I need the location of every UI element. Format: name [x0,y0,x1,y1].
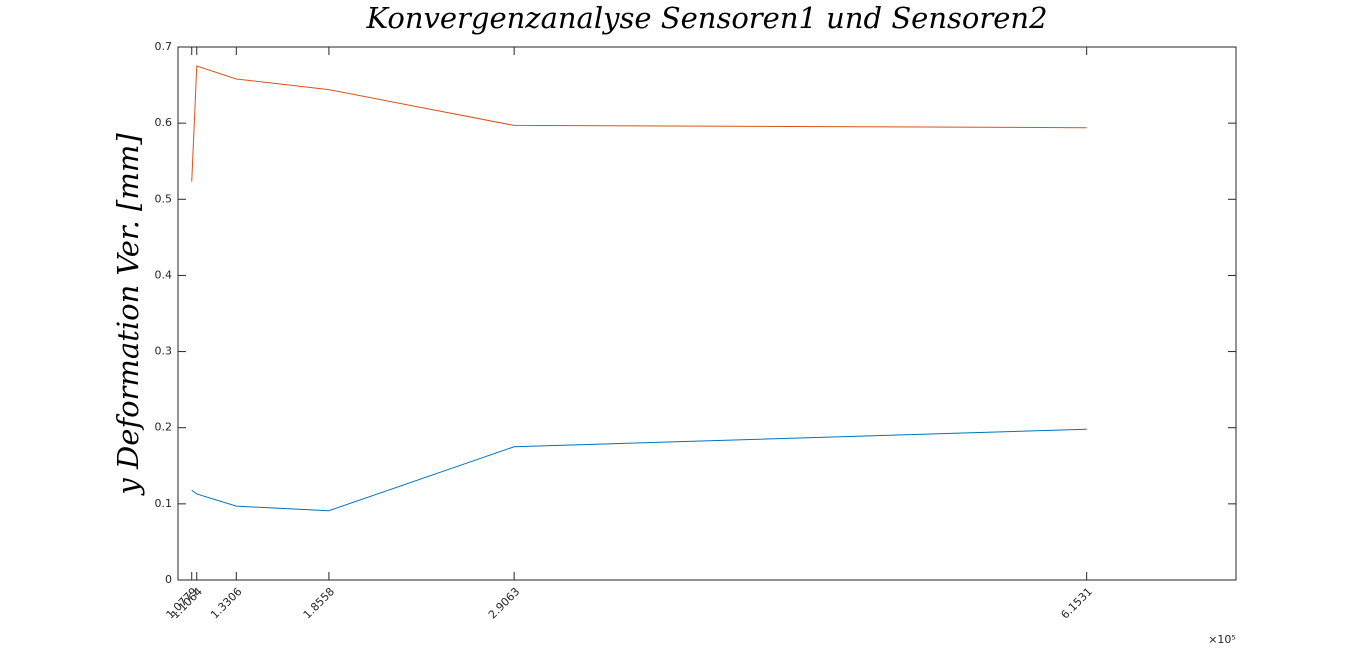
plot-box [177,46,1237,581]
y-axis-label: y Deformation Ver. [mm] [111,133,145,497]
x-tick-label: 2.9063 [486,585,522,621]
data-line [191,428,1087,512]
x-tick-label: 1.8558 [301,585,337,621]
y-tick-label: 0.5 [155,192,173,205]
y-tick-label: 0.6 [155,116,173,129]
y-tick-label: 0.4 [155,268,173,281]
x-tick-label: 6.1531 [1058,585,1094,621]
x-tick-label: 1.3306 [208,585,244,621]
y-tick-label: 0 [165,573,172,586]
y-tick-label: 0.7 [155,40,173,53]
y-tick-label: 0.1 [155,497,173,510]
y-tick-label: 0.3 [155,345,173,358]
data-line [191,65,1087,182]
y-tick-label: 0.2 [155,421,173,434]
chart-title: Konvergenzanalyse Sensoren1 und Sensoren… [365,1,1047,35]
x-multiplier: ×10⁵ [1208,633,1236,646]
